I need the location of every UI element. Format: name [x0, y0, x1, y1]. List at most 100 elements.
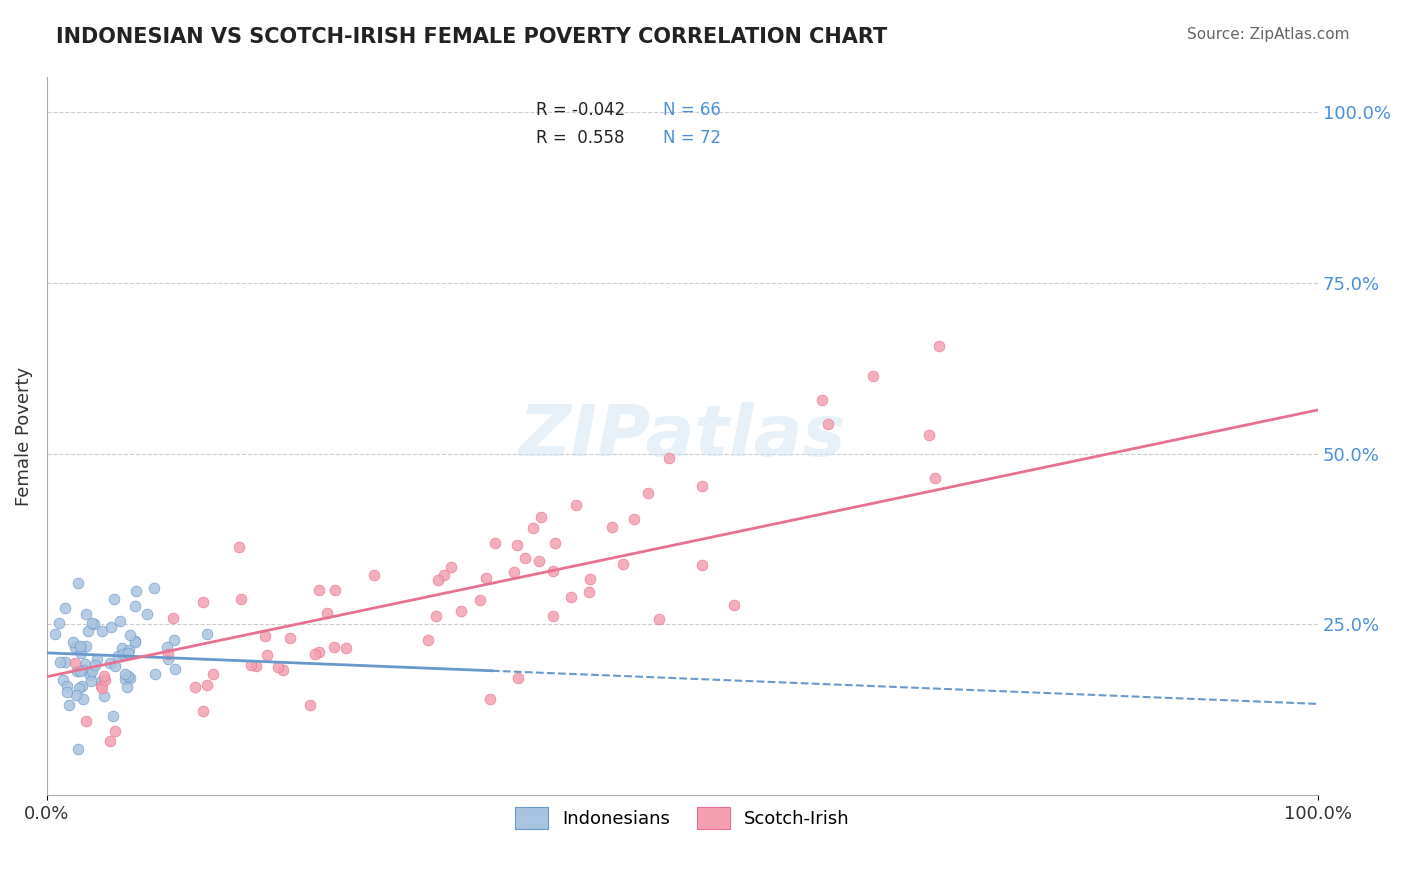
Point [124, 633, 146, 648]
Legend: Indonesians, Scotch-Irish: Indonesians, Scotch-Irish [501, 793, 865, 844]
Point [75, 639, 97, 653]
Point [658, 450, 681, 465]
Point [522, 521, 544, 535]
Point [304, 647, 326, 661]
Point [256, 648, 278, 662]
Point [118, 628, 141, 642]
Point [75, 657, 97, 672]
Point [44, 626, 66, 640]
Point [530, 509, 553, 524]
Point [541, 608, 564, 623]
Point [623, 512, 645, 526]
Point [66, 665, 89, 679]
Point [502, 566, 524, 580]
Point [114, 666, 136, 681]
Point [918, 427, 941, 442]
Point [513, 551, 536, 566]
Point [578, 584, 600, 599]
Point [118, 643, 141, 657]
Point [117, 668, 139, 682]
Point [103, 592, 125, 607]
Point [928, 339, 950, 353]
Point [924, 471, 946, 485]
Point [156, 651, 179, 665]
Point [450, 604, 472, 618]
Text: N = 72: N = 72 [664, 129, 721, 147]
Y-axis label: Female Poverty: Female Poverty [15, 367, 32, 506]
Point [62, 635, 84, 649]
Point [103, 658, 125, 673]
Point [63, 640, 86, 655]
Point [239, 658, 262, 673]
Point [69, 639, 91, 653]
Point [86, 651, 108, 665]
Point [77, 624, 100, 638]
Point [76, 607, 98, 622]
Point [56, 679, 79, 693]
Point [439, 559, 461, 574]
Point [136, 607, 159, 621]
Point [79, 668, 101, 682]
Point [98, 657, 121, 671]
Point [254, 629, 277, 643]
Point [690, 558, 713, 572]
Text: INDONESIAN VS SCOTCH-IRISH FEMALE POVERTY CORRELATION CHART: INDONESIAN VS SCOTCH-IRISH FEMALE POVERT… [56, 27, 887, 46]
Point [83, 617, 105, 632]
Point [544, 536, 567, 550]
Point [114, 672, 136, 686]
Point [100, 620, 122, 634]
Point [579, 572, 602, 586]
Point [69, 646, 91, 660]
Point [228, 540, 250, 554]
Point [637, 486, 659, 500]
Point [90, 681, 112, 696]
Point [811, 393, 834, 408]
Point [117, 646, 139, 660]
Point [67, 576, 90, 591]
Point [107, 648, 129, 663]
Text: R = -0.042: R = -0.042 [536, 101, 626, 119]
Point [84, 657, 107, 672]
Point [231, 592, 253, 607]
Point [124, 635, 146, 649]
Point [165, 662, 187, 676]
Point [103, 724, 125, 739]
Point [101, 708, 124, 723]
Point [363, 568, 385, 582]
Point [506, 537, 529, 551]
Point [322, 640, 344, 655]
Point [201, 667, 224, 681]
Point [56, 684, 79, 698]
Point [118, 671, 141, 685]
Point [427, 574, 450, 588]
Point [308, 645, 330, 659]
Point [529, 554, 551, 568]
Point [541, 564, 564, 578]
Point [316, 606, 339, 620]
Point [484, 535, 506, 549]
Point [111, 641, 134, 656]
Point [80, 673, 103, 688]
Point [80, 615, 103, 630]
Point [73, 663, 96, 677]
Point [69, 664, 91, 678]
Point [267, 659, 290, 673]
Point [308, 582, 330, 597]
Point [66, 741, 89, 756]
Point [183, 681, 205, 695]
Point [108, 614, 131, 628]
Point [72, 680, 94, 694]
Point [53, 601, 76, 615]
Point [470, 593, 492, 607]
Point [90, 673, 112, 688]
Point [70, 640, 93, 654]
Point [111, 648, 134, 662]
Point [432, 568, 454, 582]
Point [602, 520, 624, 534]
Point [193, 594, 215, 608]
Point [506, 671, 529, 685]
Text: Source: ZipAtlas.com: Source: ZipAtlas.com [1187, 27, 1350, 42]
Point [245, 659, 267, 673]
Point [48, 615, 70, 630]
Point [93, 669, 115, 683]
